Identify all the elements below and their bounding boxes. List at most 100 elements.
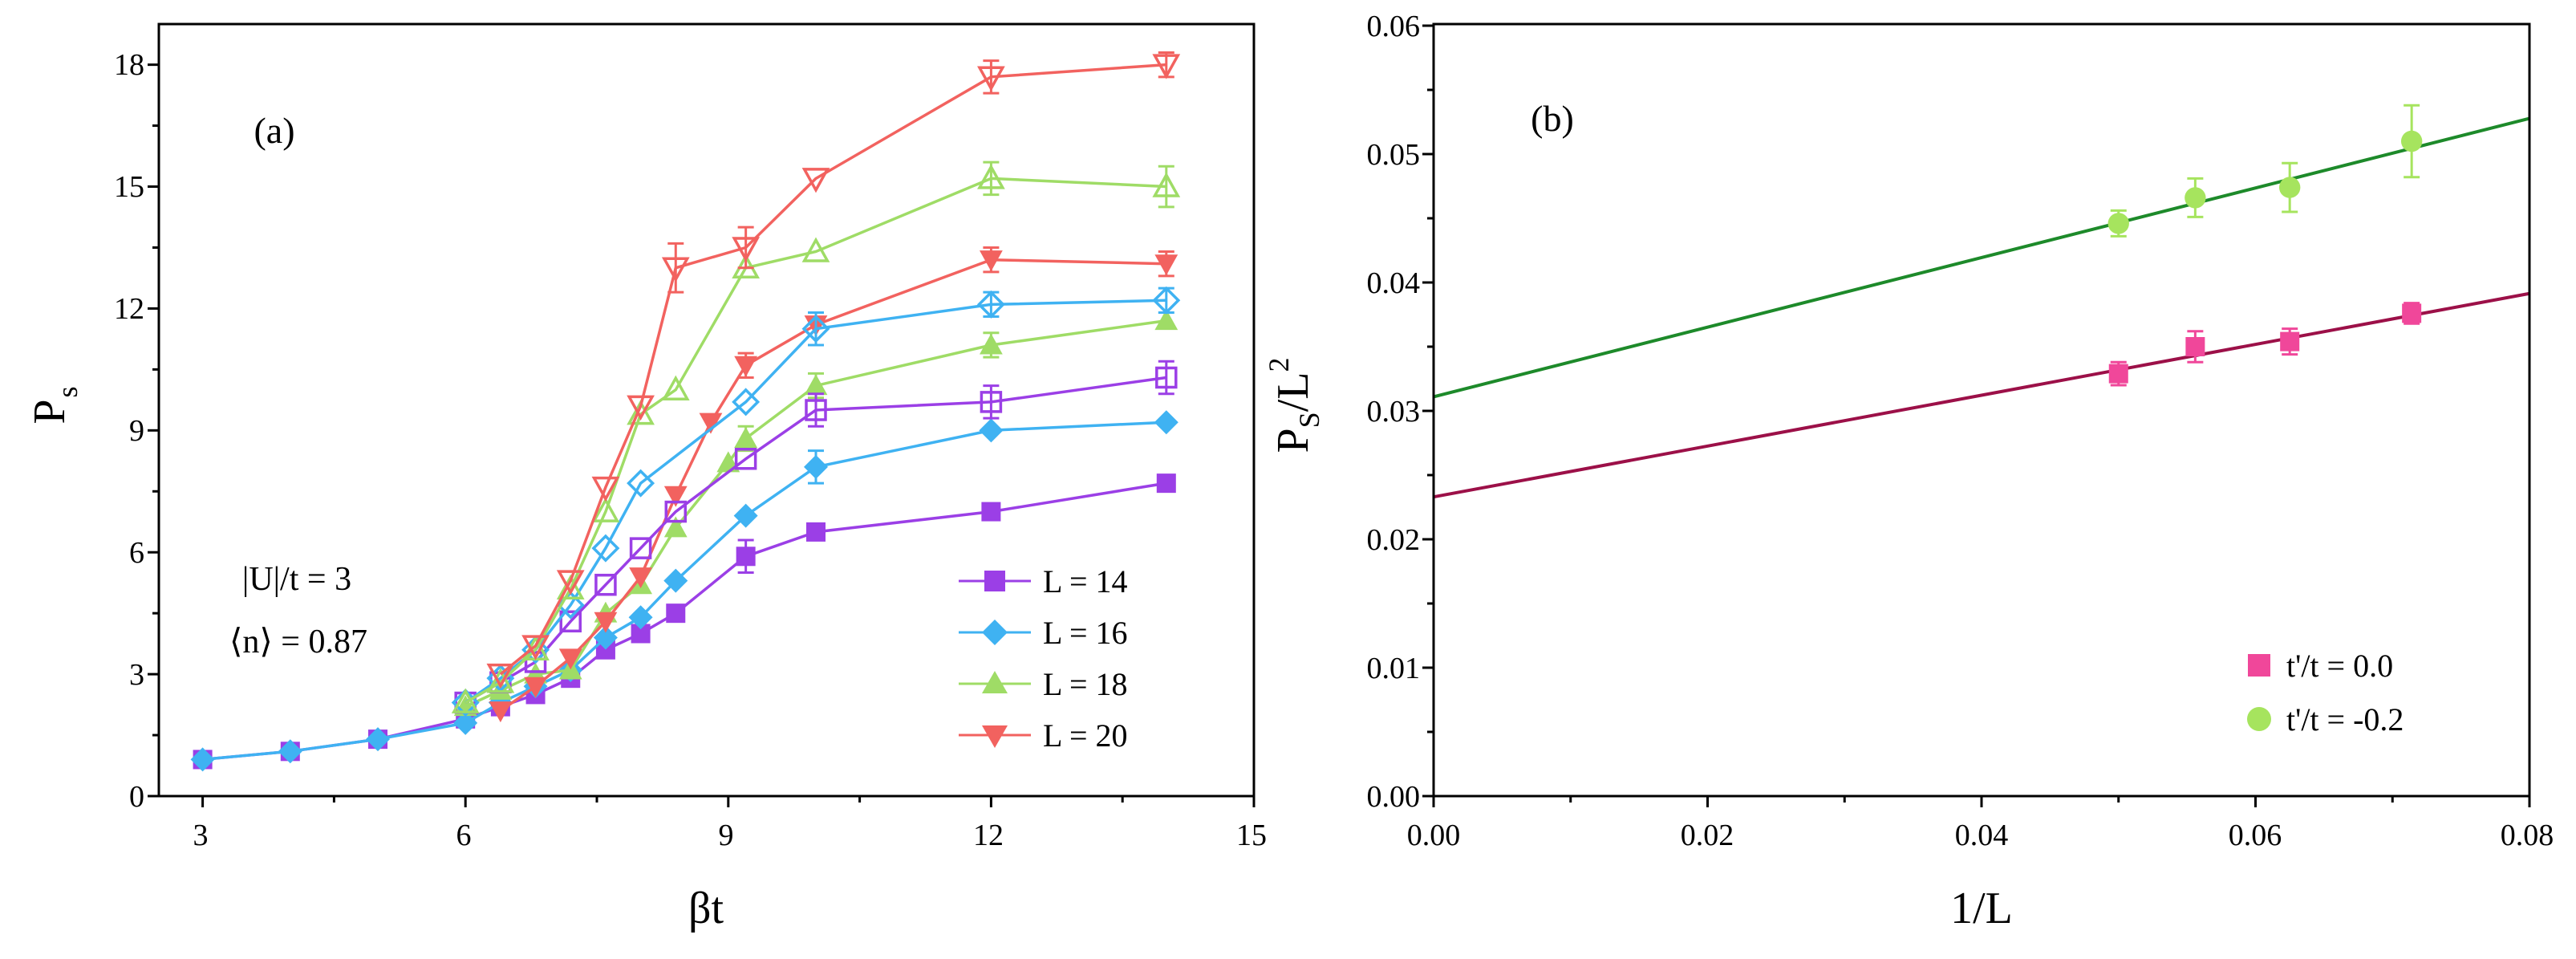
- data-point-circle: [2400, 130, 2423, 152]
- series: [489, 246, 1178, 723]
- panel-a-x-axis-title: βt: [688, 884, 724, 933]
- fit-line: [1433, 291, 2530, 499]
- data-point-square: [664, 500, 688, 523]
- data-point-circle: [2278, 177, 2301, 198]
- series: [2107, 104, 2423, 238]
- legend-item: L = 14: [959, 563, 1128, 599]
- panel-b-y-axis-title: PS/L2: [1263, 358, 1325, 453]
- panel-a-y-tick-labels: 0 3 6 9 12 15 18: [114, 48, 144, 814]
- panel-a-legend: L = 14 L = 16 L = 18 L = 20: [959, 563, 1128, 754]
- panel-a-y-axis-title: Ps: [25, 386, 83, 424]
- data-point-diamond: [976, 290, 1005, 319]
- y-tick-label: 0.04: [1367, 266, 1421, 300]
- data-point-triangle-down: [489, 701, 513, 723]
- series-line: [464, 177, 1166, 705]
- x-tick-label: 3: [193, 819, 209, 852]
- data-point-square: [629, 537, 652, 559]
- y-tick-label: 0.02: [1367, 523, 1421, 557]
- data-point-square: [980, 391, 1003, 413]
- panel-a-label: (a): [254, 110, 294, 151]
- data-point-diamond: [1152, 286, 1181, 315]
- data-point-triangle-up: [663, 516, 688, 538]
- data-point-square: [2185, 337, 2205, 356]
- legend-marker-triangle-down: [982, 725, 1008, 748]
- y-tick-label: 6: [129, 536, 144, 570]
- panel-a-x-tick-labels: 3 6 9 12 15: [193, 819, 1268, 852]
- legend-marker-triangle-up: [982, 671, 1008, 693]
- series: [486, 51, 1181, 689]
- data-point-triangle-up: [591, 497, 620, 522]
- data-point-square: [666, 603, 686, 624]
- data-point-triangle-down: [627, 395, 655, 421]
- data-point-triangle-down: [486, 663, 515, 689]
- data-point-triangle-down: [801, 168, 830, 193]
- legend-label: L = 14: [1043, 563, 1128, 599]
- data-point-circle: [2185, 187, 2206, 209]
- legend-label: t'/t = 0.0: [2286, 648, 2393, 684]
- data-point-diamond: [663, 568, 688, 593]
- y-title-subscript: S: [1293, 412, 1325, 428]
- data-point-square: [2108, 364, 2128, 384]
- data-point-square: [736, 547, 756, 567]
- y-tick-label: 9: [129, 414, 144, 448]
- panel-a-frame: [157, 22, 1256, 798]
- y-title-main: P: [1268, 428, 1318, 453]
- data-point-square: [1155, 366, 1178, 389]
- data-point-square: [2402, 303, 2422, 323]
- legend-item: L = 16: [959, 615, 1128, 651]
- series-line: [464, 376, 1167, 705]
- data-point-square: [806, 522, 826, 542]
- panel-b-x-tick-labels: 0.00 0.02 0.04 0.06 0.08: [1407, 819, 2554, 852]
- panel-b-x-axis-title: 1/L: [1950, 884, 2013, 933]
- data-point-triangle-up: [734, 427, 758, 448]
- data-point-diamond: [591, 534, 620, 563]
- legend-marker-square: [2248, 654, 2270, 677]
- data-point-triangle-up: [661, 375, 690, 400]
- data-point-diamond: [521, 636, 550, 664]
- data-point-triangle-down: [980, 250, 1003, 272]
- y-tick-label: 15: [114, 170, 144, 204]
- y-tick-label: 0: [129, 780, 144, 814]
- x-tick-label: 9: [719, 819, 734, 852]
- data-point-triangle-down: [1152, 54, 1181, 79]
- data-point-triangle-down: [661, 257, 690, 282]
- x-tick-label: 0.00: [1407, 819, 1461, 852]
- legend-item: t'/t = -0.2: [2247, 701, 2404, 738]
- legend-item: t'/t = 0.0: [2248, 648, 2393, 684]
- panel-a: 3 6 9 12 15 0 3 6 9 12 15 18 βt Ps (a) |…: [25, 22, 1268, 933]
- data-point-triangle-up: [486, 668, 515, 693]
- y-tick-label: 0.06: [1367, 10, 1421, 43]
- data-point-triangle-up: [627, 400, 655, 425]
- panel-b-ticks: [1422, 24, 2531, 807]
- x-tick-label: 6: [456, 819, 472, 852]
- data-point-triangle-down: [521, 635, 550, 660]
- fit-line: [1433, 116, 2530, 399]
- x-tick-label: 0.02: [1681, 819, 1734, 852]
- data-point-diamond: [733, 503, 758, 528]
- data-point-triangle-up: [1152, 172, 1181, 197]
- data-point-triangle-down: [1154, 254, 1178, 276]
- legend-label: L = 18: [1043, 666, 1128, 702]
- panel-b-legend: t'/t = 0.0 t'/t = -0.2: [2247, 648, 2404, 738]
- y-tick-label: 3: [129, 658, 144, 692]
- annotation-density: ⟨n⟩ = 0.87: [229, 624, 367, 660]
- y-title-superscript: 2: [1263, 358, 1295, 372]
- data-point-square: [1156, 473, 1176, 494]
- data-point-triangle-up: [977, 164, 1005, 189]
- data-point-triangle-down: [556, 570, 585, 595]
- data-point-diamond: [278, 739, 302, 764]
- y-tick-label: 0.00: [1367, 780, 1421, 814]
- data-point-triangle-down: [699, 412, 723, 434]
- y-tick-label: 18: [114, 48, 144, 82]
- data-point-triangle-down: [594, 612, 618, 633]
- data-point-diamond: [979, 418, 1004, 443]
- data-point-triangle-down: [663, 486, 688, 507]
- x-tick-label: 0.08: [2501, 819, 2554, 852]
- data-point-triangle-up: [801, 237, 830, 262]
- data-point-diamond: [453, 710, 478, 735]
- data-point-square: [524, 651, 547, 673]
- data-point-diamond: [804, 454, 828, 479]
- data-point-triangle-up: [1154, 309, 1178, 331]
- y-tick-label: 0.05: [1367, 138, 1421, 172]
